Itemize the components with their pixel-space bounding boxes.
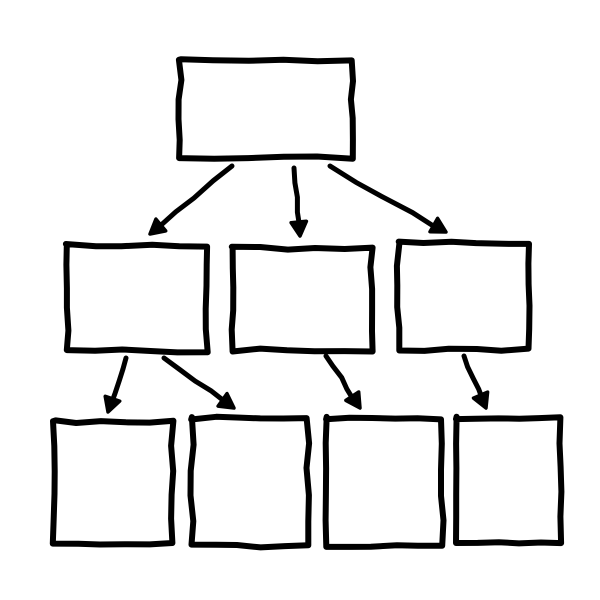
tree-node-b1 [53,420,174,544]
tree-node-m3 [397,242,530,351]
tree-node-m1 [66,244,208,352]
tree-edge [156,166,232,229]
tree-diagram [0,0,600,600]
tree-edge [330,166,438,229]
tree-node-b4 [456,417,561,544]
arrowhead-icon [474,392,488,408]
tree-node-root [179,59,354,159]
arrowhead-icon [430,218,446,232]
tree-node-m2 [232,247,373,352]
tree-edge [164,358,228,404]
tree-node-b2 [191,417,310,548]
arrowhead-icon [105,396,120,412]
tree-edge [326,356,355,402]
tree-edge [294,168,300,228]
arrowhead-icon [291,221,306,236]
tree-node-b3 [326,417,444,547]
